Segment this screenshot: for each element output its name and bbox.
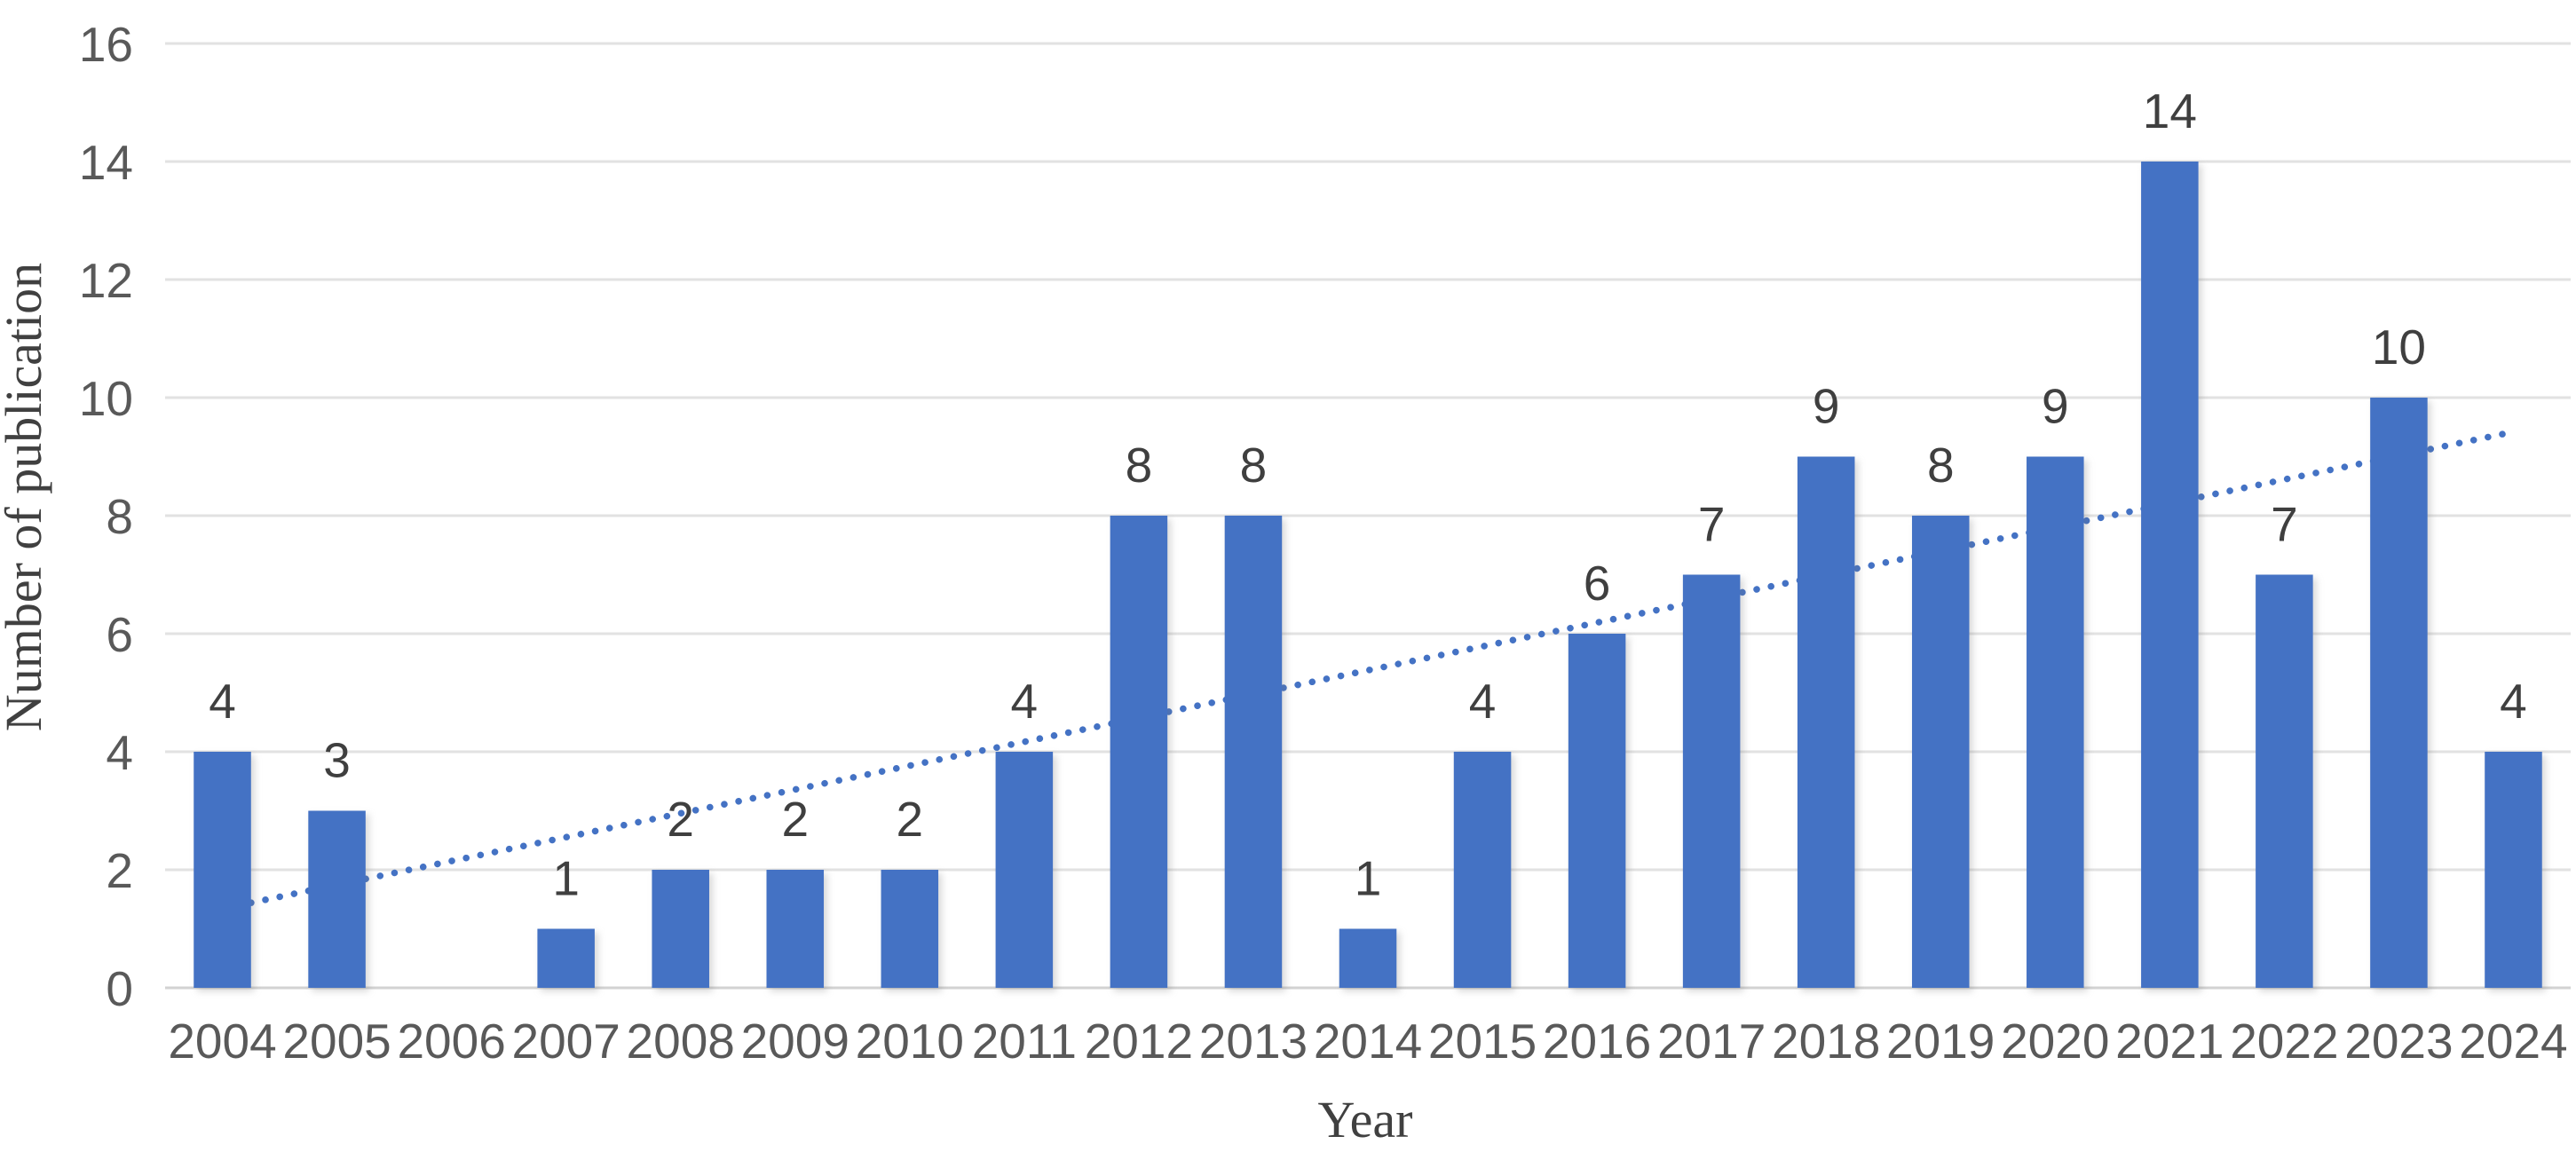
y-tick-label-14: 14 (79, 135, 133, 190)
trendline (218, 428, 2517, 912)
bar-value-label-2008: 2 (667, 792, 694, 847)
bars (194, 162, 2542, 988)
y-tick-label-8: 8 (106, 489, 133, 544)
x-tick-label-2016: 2016 (1543, 1014, 1651, 1069)
bar-value-label-2016: 6 (1584, 556, 1611, 611)
x-tick-label-2019: 2019 (1886, 1014, 1995, 1069)
bar-value-label-2004: 4 (209, 674, 236, 729)
bar-2005 (308, 810, 366, 988)
x-tick-label-2020: 2020 (2001, 1014, 2109, 1069)
x-tick-label-2004: 2004 (168, 1014, 276, 1069)
bar-2008 (652, 870, 709, 988)
x-tick-label-2022: 2022 (2230, 1014, 2338, 1069)
x-tick-label-2023: 2023 (2344, 1014, 2453, 1069)
bar-2009 (766, 870, 825, 988)
x-tick-label-2021: 2021 (2115, 1014, 2224, 1069)
x-tick-label-2009: 2009 (741, 1014, 849, 1069)
x-tick-label-2015: 2015 (1428, 1014, 1537, 1069)
x-axis-title: Year (1318, 1091, 1413, 1148)
x-tick-label-2017: 2017 (1657, 1014, 1766, 1069)
bar-2024 (2485, 752, 2542, 988)
bar-2014 (1339, 928, 1397, 988)
bar-2007 (537, 928, 595, 988)
x-axis-tick-labels: 2004 2005 2006 2007 2008 2009 2010 2011 2012 2013… (168, 1014, 2567, 1069)
bar-2015 (1453, 752, 1512, 988)
bar-value-label-2023: 10 (2372, 320, 2426, 375)
bar-value-label-2009: 2 (781, 792, 809, 847)
y-tick-label-0: 0 (106, 961, 133, 1016)
y-tick-label-16: 16 (79, 17, 133, 72)
y-axis-title: Number of publication (0, 263, 52, 731)
linear-trendline (218, 428, 2517, 912)
bar-2022 (2256, 574, 2313, 988)
bar-value-label-2017: 7 (1698, 497, 1726, 552)
bar-value-label-2007: 1 (552, 851, 580, 906)
bar-value-label-2021: 14 (2143, 83, 2197, 138)
y-tick-label-12: 12 (79, 253, 133, 308)
bar-2004 (194, 752, 251, 988)
x-tick-label-2011: 2011 (972, 1014, 1077, 1069)
bar-2023 (2370, 398, 2428, 988)
bar-value-label-2014: 1 (1355, 851, 1382, 906)
x-tick-label-2007: 2007 (511, 1014, 620, 1069)
x-tick-label-2018: 2018 (1772, 1014, 1880, 1069)
y-axis-tick-labels: 0 2 4 6 8 10 12 14 16 (79, 17, 133, 1016)
bar-value-label-2024: 4 (2500, 674, 2527, 729)
bar-value-label-2010: 2 (897, 792, 924, 847)
bar-2016 (1568, 634, 1626, 988)
bar-value-label-2019: 8 (1927, 438, 1955, 493)
bar-2020 (2027, 456, 2084, 988)
bar-2021 (2141, 162, 2199, 988)
bar-value-label-2020: 9 (2042, 379, 2069, 434)
bar-2012 (1110, 516, 1168, 988)
bar-2017 (1682, 574, 1741, 988)
bar-value-label-2013: 8 (1240, 438, 1268, 493)
x-tick-label-2006: 2006 (397, 1014, 505, 1069)
bar-2011 (995, 752, 1054, 988)
bar-2018 (1797, 456, 1855, 988)
x-tick-label-2008: 2008 (627, 1014, 735, 1069)
x-tick-label-2010: 2010 (856, 1014, 964, 1069)
bar-2010 (881, 870, 939, 988)
bar-value-label-2018: 9 (1813, 379, 1840, 434)
y-tick-label-4: 4 (106, 725, 133, 780)
bar-value-label-2011: 4 (1011, 674, 1039, 729)
bar-2019 (1911, 516, 1970, 988)
bar-value-label-2022: 7 (2271, 497, 2298, 552)
bar-2013 (1224, 516, 1283, 988)
bar-value-label-2012: 8 (1126, 438, 1153, 493)
x-tick-label-2005: 2005 (282, 1014, 391, 1069)
x-tick-label-2013: 2013 (1199, 1014, 1308, 1069)
x-tick-label-2024: 2024 (2459, 1014, 2567, 1069)
y-tick-label-2: 2 (106, 843, 133, 898)
bar-value-label-2005: 3 (323, 733, 351, 788)
gridlines (165, 42, 2571, 990)
bar-value-label-2015: 4 (1469, 674, 1497, 729)
y-tick-label-6: 6 (106, 607, 133, 662)
y-tick-label-10: 10 (79, 371, 133, 426)
x-tick-label-2012: 2012 (1085, 1014, 1193, 1069)
x-tick-label-2014: 2014 (1314, 1014, 1422, 1069)
